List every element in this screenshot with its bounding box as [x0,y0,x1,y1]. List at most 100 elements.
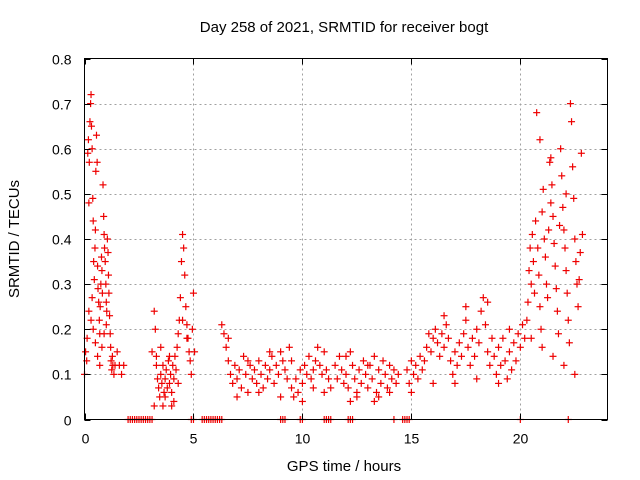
data-point [333,375,341,383]
data-point [527,280,535,288]
data-point [103,235,111,243]
data-point [316,361,324,369]
data-point [440,343,448,351]
data-point [98,267,106,275]
y-tick-label: 0 [64,413,72,429]
data-point [525,267,533,275]
data-point [86,118,94,126]
data-point [560,226,568,234]
data-point [165,352,173,360]
data-point [233,375,241,383]
data-point [373,388,381,396]
data-point [298,379,306,387]
data-point [102,280,110,288]
data-point [473,375,481,383]
data-point [381,370,389,378]
data-point [161,393,169,401]
data-point [353,393,361,401]
x-tick-label: 10 [295,431,311,447]
data-point [364,384,372,392]
data-point [309,384,317,392]
data-point [434,339,442,347]
data-point [102,298,110,306]
data-point [431,325,439,333]
data-point [340,379,348,387]
data-point [462,303,470,311]
data-point [442,321,450,329]
axis-ticks [84,58,608,421]
data-point [320,348,328,356]
data-point [570,194,578,202]
data-point [89,217,97,225]
data-point [542,280,550,288]
data-point [512,357,520,365]
data-point [89,325,97,333]
data-point [552,285,560,293]
data-point [503,375,511,383]
data-point [157,343,165,351]
data-point [572,258,580,266]
data-point [181,271,189,279]
data-point [309,366,317,374]
data-point [405,379,413,387]
data-point [548,181,556,189]
data-point [250,366,258,374]
data-point [362,370,370,378]
data-point [377,379,385,387]
data-point [274,370,282,378]
data-point [292,375,300,383]
data-point [368,375,376,383]
data-point [551,262,559,270]
data-point [479,294,487,302]
data-point [179,230,187,238]
data-point [499,334,507,342]
data-point [457,352,465,360]
data-point [526,244,534,252]
data-point [536,303,544,311]
data-point [163,384,171,392]
data-point [93,158,101,166]
data-point [429,379,437,387]
data-point [492,370,500,378]
data-point [97,253,105,261]
data-point [248,375,256,383]
data-point [375,366,383,374]
data-point [84,136,92,144]
data-point [89,194,97,202]
data-point [173,343,181,351]
data-point [314,343,322,351]
data-point [390,366,398,374]
data-point [547,154,555,162]
data-point [578,230,586,238]
data-point [538,208,546,216]
data-point [438,330,446,338]
data-point [113,348,121,356]
data-point [102,321,110,329]
data-point [294,388,302,396]
data-point [414,375,422,383]
data-point [266,366,274,374]
y-tick-label: 0.6 [52,142,72,158]
data-point [575,276,583,284]
data-point [168,388,176,396]
data-point [331,361,339,369]
data-point [88,294,96,302]
data-point [528,230,536,238]
data-point [532,217,540,225]
data-point [305,352,313,360]
data-point [174,330,182,338]
data-point [177,258,185,266]
data-point [322,366,330,374]
data-point [235,366,243,374]
data-point [165,379,173,387]
data-point [425,330,433,338]
data-point [440,312,448,320]
data-point [574,303,582,311]
data-point [346,397,354,405]
data-point [473,325,481,333]
data-point [534,244,542,252]
x-axis-label: GPS time / hours [287,458,401,475]
data-point [379,357,387,365]
data-point [120,361,128,369]
data-point [519,321,527,329]
